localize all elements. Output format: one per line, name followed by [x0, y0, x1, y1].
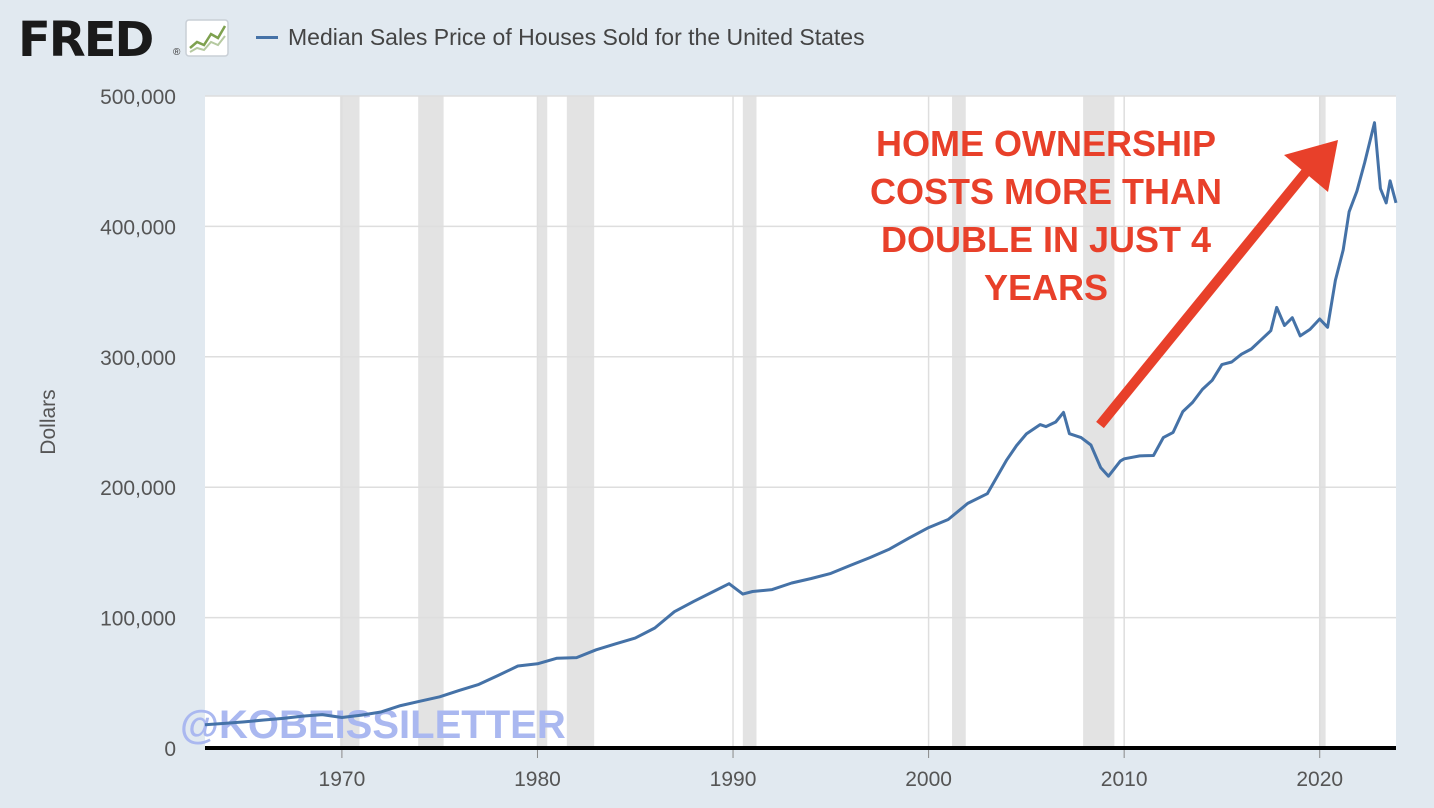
annotation-text-line: COSTS MORE THAN: [870, 171, 1222, 212]
y-tick-label: 500,000: [100, 86, 176, 109]
series-title[interactable]: Median Sales Price of Houses Sold for th…: [288, 23, 865, 50]
x-tick-label: 1980: [514, 768, 561, 791]
x-tick-label: 1970: [319, 768, 366, 791]
recession-band: [742, 96, 757, 748]
recession-band: [952, 96, 966, 748]
annotation-arrow-head: [1284, 140, 1338, 192]
y-tick-label: 300,000: [100, 347, 176, 370]
x-tick-label: 2000: [905, 768, 952, 791]
y-tick-label: 0: [164, 738, 176, 761]
annotation-text-line: HOME OWNERSHIP: [876, 123, 1216, 164]
series-line: [204, 121, 1398, 727]
x-tick-label: 2010: [1101, 768, 1148, 791]
annotation-text-line: DOUBLE IN JUST 4: [881, 219, 1211, 260]
legend: Median Sales Price of Houses Sold for th…: [256, 22, 865, 52]
recession-band: [537, 96, 548, 748]
registered-mark: ®: [173, 47, 181, 58]
y-tick-label: 400,000: [100, 216, 176, 239]
recession-band: [418, 96, 444, 748]
y-axis-label: Dollars: [37, 389, 60, 454]
chart-header: FRED ® Median Sales Price of Houses Sold…: [0, 0, 1434, 80]
x-tick-label: 2020: [1296, 768, 1343, 791]
fred-logo[interactable]: FRED: [18, 12, 154, 68]
recession-band: [1319, 96, 1326, 748]
y-tick-label: 100,000: [100, 608, 176, 631]
x-tick-label: 1990: [710, 768, 757, 791]
recession-band: [566, 96, 595, 748]
annotation-arrow-shaft: [1096, 168, 1310, 429]
plot-area: [205, 96, 1396, 748]
watermark: @KOBEISSILETTER: [180, 703, 566, 747]
y-tick-label: 200,000: [100, 477, 176, 500]
line-chart-icon: [185, 19, 229, 57]
legend-swatch: [256, 35, 278, 39]
recession-band: [339, 96, 360, 748]
annotation-text-line: YEARS: [984, 267, 1108, 308]
